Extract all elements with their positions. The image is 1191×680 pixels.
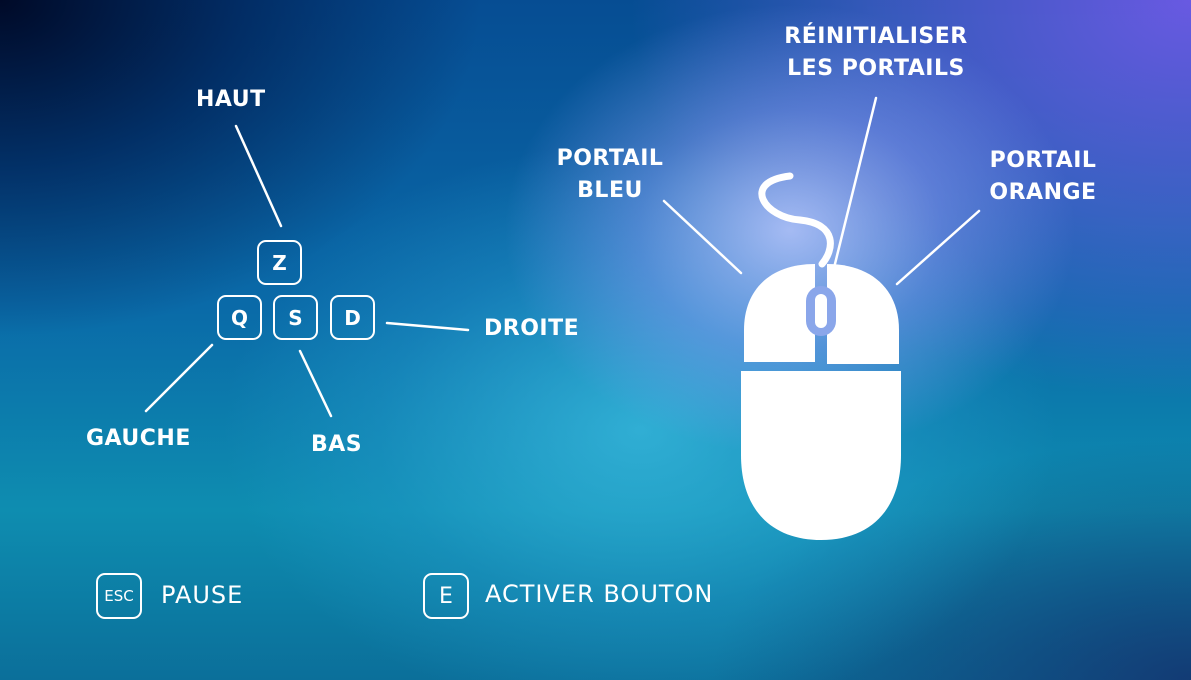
label-activer-bouton: ACTIVER BOUTON xyxy=(485,580,714,608)
label-portail-bleu-line2: BLEU xyxy=(577,177,643,203)
label-portail-bleu: PORTAIL BLEU xyxy=(550,143,670,207)
mouse-right-button xyxy=(827,264,899,364)
bas-connector-line xyxy=(298,349,333,418)
mouse-body-lower xyxy=(741,371,901,540)
label-gauche: GAUCHE xyxy=(86,426,191,451)
label-portail-orange: PORTAIL ORANGE xyxy=(978,145,1108,209)
key-esc: ESC xyxy=(96,573,142,619)
label-portail-orange-line2: ORANGE xyxy=(989,179,1097,205)
gauche-connector-line xyxy=(144,343,214,413)
key-d: D xyxy=(330,295,375,340)
portail-bleu-connector-line xyxy=(662,199,743,275)
mouse-left-button xyxy=(744,264,815,362)
label-reset-portals-line2: LES PORTAILS xyxy=(787,55,965,81)
label-haut: HAUT xyxy=(196,87,266,112)
label-portail-bleu-line1: PORTAIL xyxy=(556,146,664,171)
label-reset-portals: RÉINITIALISER LES PORTAILS xyxy=(766,21,986,85)
key-q: Q xyxy=(217,295,262,340)
mouse-icon xyxy=(741,264,901,540)
mouse-scroll-wheel-inner xyxy=(815,294,827,328)
key-s: S xyxy=(273,295,318,340)
reset-portals-connector-line xyxy=(829,96,878,282)
label-portail-orange-line1: PORTAIL xyxy=(989,148,1097,173)
label-pause: PAUSE xyxy=(161,581,244,609)
label-bas: BAS xyxy=(311,432,363,457)
mouse-cable xyxy=(758,172,834,268)
key-z: Z xyxy=(257,240,302,285)
haut-connector-line xyxy=(234,124,283,228)
droite-connector-line xyxy=(385,321,470,332)
label-droite: DROITE xyxy=(484,316,580,341)
key-e: E xyxy=(423,573,469,619)
portail-orange-connector-line xyxy=(895,209,981,286)
label-reset-portals-line1: RÉINITIALISER xyxy=(784,24,968,49)
